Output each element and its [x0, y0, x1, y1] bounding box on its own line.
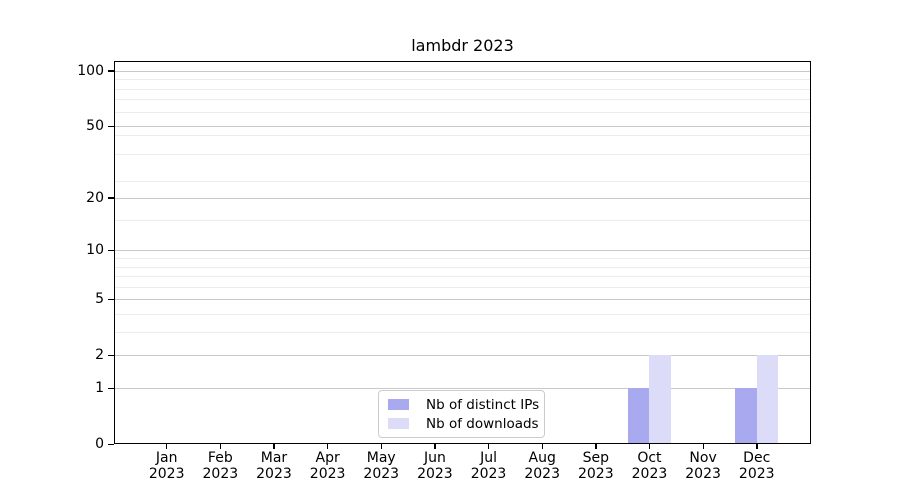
y-tick-label: 0 [95, 436, 104, 453]
y-tick-label: 1 [95, 380, 104, 397]
x-tick-mark [380, 444, 383, 449]
gridline-minor [115, 111, 810, 113]
x-tick-label: Apr 2023 [309, 450, 346, 482]
gridline-minor [115, 258, 810, 260]
x-tick-label: Sep 2023 [577, 450, 614, 482]
x-tick-mark [273, 444, 275, 449]
x-tick-mark [488, 444, 490, 449]
gridline-minor [115, 332, 810, 334]
y-tick-label: 10 [86, 242, 104, 259]
gridline-minor [115, 79, 810, 81]
y-tick-mark [108, 197, 114, 199]
x-tick-mark [595, 444, 597, 449]
x-tick-mark [327, 444, 329, 449]
legend-label-distinct-ips: Nb of distinct IPs [426, 396, 540, 413]
legend-swatch-distinct-ips [388, 399, 409, 410]
y-tick-label: 5 [95, 291, 104, 308]
x-tick-mark [648, 444, 651, 449]
bar-nb-of-distinct-ips-oct [627, 388, 650, 443]
y-tick-mark [108, 125, 114, 127]
bar-nb-of-distinct-ips-dec [735, 388, 757, 443]
gridline-minor [115, 99, 810, 101]
x-tick-mark [434, 444, 436, 449]
gridline-minor [115, 134, 810, 136]
y-tick-mark [108, 298, 114, 301]
x-tick-label: Jul 2023 [470, 450, 507, 482]
x-tick-mark [541, 444, 543, 449]
gridline-minor [115, 266, 810, 268]
gridline-minor [115, 276, 810, 278]
gridline-minor [115, 219, 810, 221]
y-tick-label: 20 [86, 189, 104, 206]
gridline-major [115, 355, 810, 357]
legend-label-downloads: Nb of downloads [426, 415, 539, 432]
x-tick-mark [219, 444, 222, 449]
x-tick-label: May 2023 [363, 450, 400, 482]
chart-title: lambdr 2023 [411, 36, 514, 55]
x-tick-label: Jan 2023 [148, 450, 185, 482]
gridline-minor [115, 88, 810, 90]
gridline-major [115, 197, 810, 199]
y-tick-mark [108, 387, 114, 390]
y-tick-mark [108, 354, 114, 357]
gridline-major [115, 70, 810, 72]
bar-nb-of-downloads-oct [649, 355, 672, 443]
y-tick-mark [108, 249, 114, 252]
x-tick-label: Jun 2023 [417, 450, 453, 482]
gridline-minor [115, 314, 810, 316]
gridline-major [115, 388, 810, 390]
legend: Nb of distinct IPs Nb of downloads [378, 390, 545, 438]
y-tick-label: 2 [95, 347, 104, 364]
y-tick-label: 50 [86, 118, 104, 135]
x-tick-label: Aug 2023 [524, 450, 560, 482]
gridline-major [115, 126, 810, 128]
x-tick-mark [756, 444, 758, 449]
x-tick-label: Oct 2023 [631, 450, 668, 482]
gridline-minor [115, 180, 810, 182]
x-tick-label: Mar 2023 [256, 450, 292, 482]
y-tick-mark [108, 70, 114, 72]
y-tick-mark [108, 443, 114, 446]
legend-row-downloads: Nb of downloads [387, 415, 539, 432]
x-tick-mark [702, 444, 704, 449]
legend-swatch-downloads [388, 418, 409, 429]
x-tick-label: Nov 2023 [685, 450, 721, 482]
gridline-minor [115, 286, 810, 288]
gridline-major [115, 250, 810, 252]
plot-area [114, 61, 811, 444]
gridline-minor [115, 154, 810, 156]
gridline-major [115, 299, 810, 301]
legend-row-distinct-ips: Nb of distinct IPs [387, 396, 540, 413]
x-tick-mark [166, 444, 168, 449]
x-tick-label: Dec 2023 [738, 450, 775, 482]
x-tick-label: Feb 2023 [202, 450, 239, 482]
y-tick-label: 100 [77, 62, 104, 79]
bar-nb-of-downloads-dec [756, 355, 779, 443]
